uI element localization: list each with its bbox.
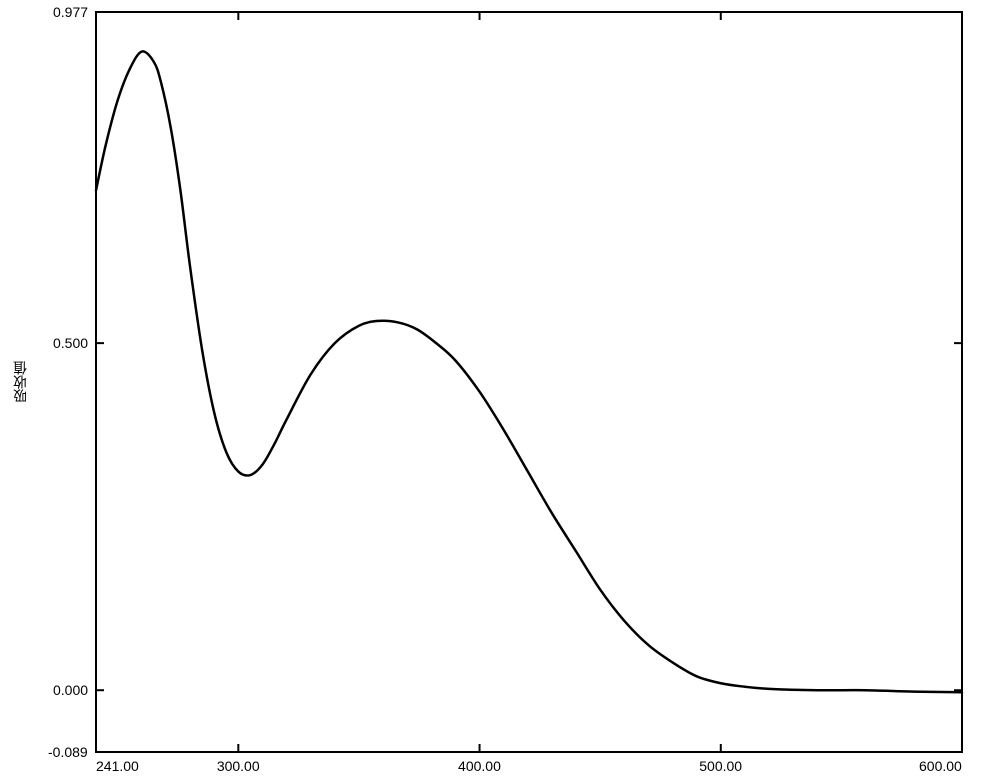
y-tick-label: 0.000 <box>53 682 88 698</box>
y-axis-label: 吸收值 <box>10 361 30 403</box>
y-tick-label: 0.977 <box>53 4 88 20</box>
y-tick-label: 0.500 <box>53 335 88 351</box>
spectrum-chart <box>0 0 1000 783</box>
x-tick-label: 300.00 <box>217 758 260 774</box>
x-tick-label: 241.00 <box>96 758 139 774</box>
x-tick-label: 600.00 <box>919 758 962 774</box>
x-tick-label: 500.00 <box>699 758 742 774</box>
y-tick-label: -0.089 <box>48 744 88 760</box>
x-tick-label: 400.00 <box>458 758 501 774</box>
